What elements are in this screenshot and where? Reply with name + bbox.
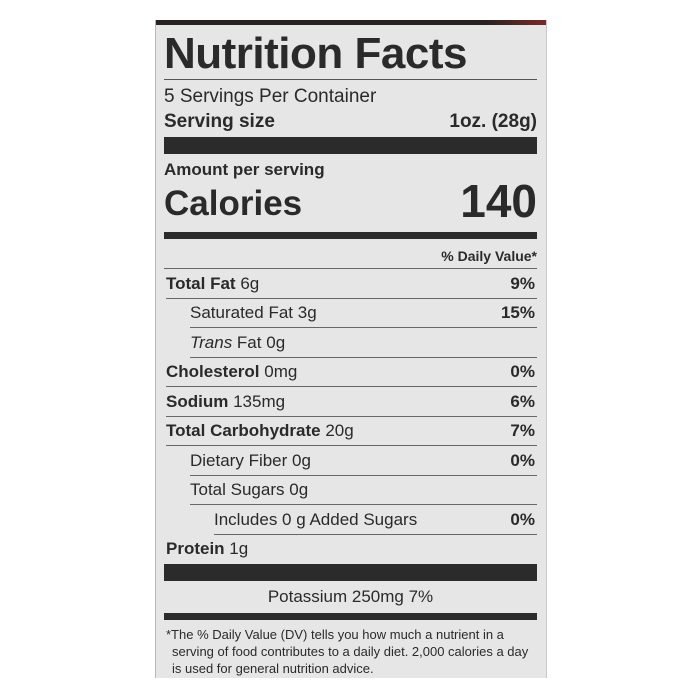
nutrient-row: Saturated Fat 3g 15% bbox=[164, 299, 537, 329]
nutrient-name: Protein bbox=[166, 539, 225, 559]
calories-value: 140 bbox=[460, 175, 537, 227]
nutrient-amount: 135mg bbox=[233, 391, 286, 411]
nutrient-name: Includes 0 g Added Sugars bbox=[214, 509, 418, 529]
nutrient-daily-value: 0% bbox=[510, 450, 535, 470]
nutrient-row: Total Sugars 0g bbox=[164, 476, 537, 506]
calories-label: Calories bbox=[164, 184, 303, 223]
nutrient-row: Sodium 135mg 6% bbox=[164, 387, 537, 417]
nutrient-label: Includes 0 g Added Sugars bbox=[164, 510, 417, 530]
nutrient-label: Cholesterol 0mg bbox=[164, 362, 297, 382]
nutrient-amount: 6g bbox=[240, 273, 260, 293]
nutrient-name: Trans bbox=[190, 332, 233, 352]
nutrient-rows: Total Fat 6g 9% Saturated Fat 3g 15% Trans F… bbox=[164, 269, 537, 564]
potassium: Potassium 250mg 7% bbox=[267, 587, 434, 606]
package-edge bbox=[156, 20, 546, 25]
nutrient-label: Sodium 135mg bbox=[164, 392, 285, 412]
label-title: Nutrition Facts bbox=[164, 29, 467, 78]
nutrient-row: Total Carbohydrate 20g 7% bbox=[164, 417, 537, 447]
nutrient-row: Trans Fat 0g bbox=[164, 328, 537, 358]
nutrient-daily-value: 9% bbox=[510, 273, 535, 293]
nutrient-row: Cholesterol 0mg 0% bbox=[164, 358, 537, 388]
nutrient-row: Protein 1g bbox=[164, 535, 537, 565]
amount-per-serving: Amount per serving bbox=[164, 160, 325, 179]
nutrient-daily-value: 6% bbox=[510, 391, 535, 411]
nutrient-row: Total Fat 6g 9% bbox=[164, 269, 537, 299]
nutrient-name: Cholesterol bbox=[166, 362, 260, 382]
nutrient-daily-value: 7% bbox=[510, 421, 535, 441]
daily-value-header: % Daily Value* bbox=[164, 239, 537, 269]
nutrient-daily-value: 15% bbox=[500, 303, 535, 323]
serving-size-label: Serving size bbox=[164, 111, 275, 132]
medium-divider bbox=[164, 232, 537, 239]
nutrient-amount: 0mg bbox=[264, 362, 298, 382]
medium-divider bbox=[164, 613, 537, 620]
nutrient-label: Total Carbohydrate 20g bbox=[164, 421, 354, 441]
footnote: *The % Daily Value (DV) tells you how mu… bbox=[166, 627, 529, 676]
nutrient-label: Saturated Fat 3g bbox=[164, 303, 317, 323]
serving-size-value: 1oz. (28g) bbox=[449, 111, 537, 132]
nutrient-name: Sodium bbox=[166, 391, 229, 411]
nutrient-name: Dietary Fiber bbox=[190, 450, 288, 470]
nutrient-label: Protein 1g bbox=[164, 539, 248, 559]
nutrient-label: Dietary Fiber 0g bbox=[164, 451, 311, 471]
nutrient-amount: 0g bbox=[292, 450, 311, 470]
nutrient-name: Saturated Fat bbox=[190, 303, 294, 323]
nutrient-name: Total Fat bbox=[166, 273, 236, 293]
nutrient-label: Total Fat 6g bbox=[164, 274, 259, 294]
divider bbox=[164, 79, 537, 80]
nutrient-amount: 0g bbox=[289, 480, 309, 500]
nutrient-name: Total Sugars bbox=[190, 480, 285, 500]
nutrient-row: Includes 0 g Added Sugars 0% bbox=[164, 505, 537, 535]
thick-divider bbox=[164, 137, 537, 154]
serving-size: Serving size 1oz. (28g) bbox=[164, 109, 537, 134]
nutrient-label: Trans Fat 0g bbox=[164, 333, 285, 353]
nutrient-amount: 0g bbox=[266, 332, 286, 352]
thick-divider bbox=[164, 564, 537, 581]
nutrient-name-suffix: Fat bbox=[232, 332, 262, 352]
nutrient-amount: 3g bbox=[297, 303, 317, 323]
nutrient-amount: 1g bbox=[229, 539, 249, 559]
calories: Calories 140 bbox=[164, 175, 537, 227]
nutrient-row: Dietary Fiber 0g 0% bbox=[164, 446, 537, 476]
nutrition-facts-label: Nutrition Facts 5 Servings Per Container… bbox=[155, 20, 547, 678]
nutrient-daily-value: 0% bbox=[510, 509, 535, 529]
servings-per-container: 5 Servings Per Container bbox=[164, 86, 377, 107]
nutrient-amount: 20g bbox=[325, 421, 354, 441]
nutrient-label: Total Sugars 0g bbox=[164, 480, 308, 500]
nutrient-daily-value: 0% bbox=[510, 362, 535, 382]
nutrient-name: Total Carbohydrate bbox=[166, 421, 321, 441]
